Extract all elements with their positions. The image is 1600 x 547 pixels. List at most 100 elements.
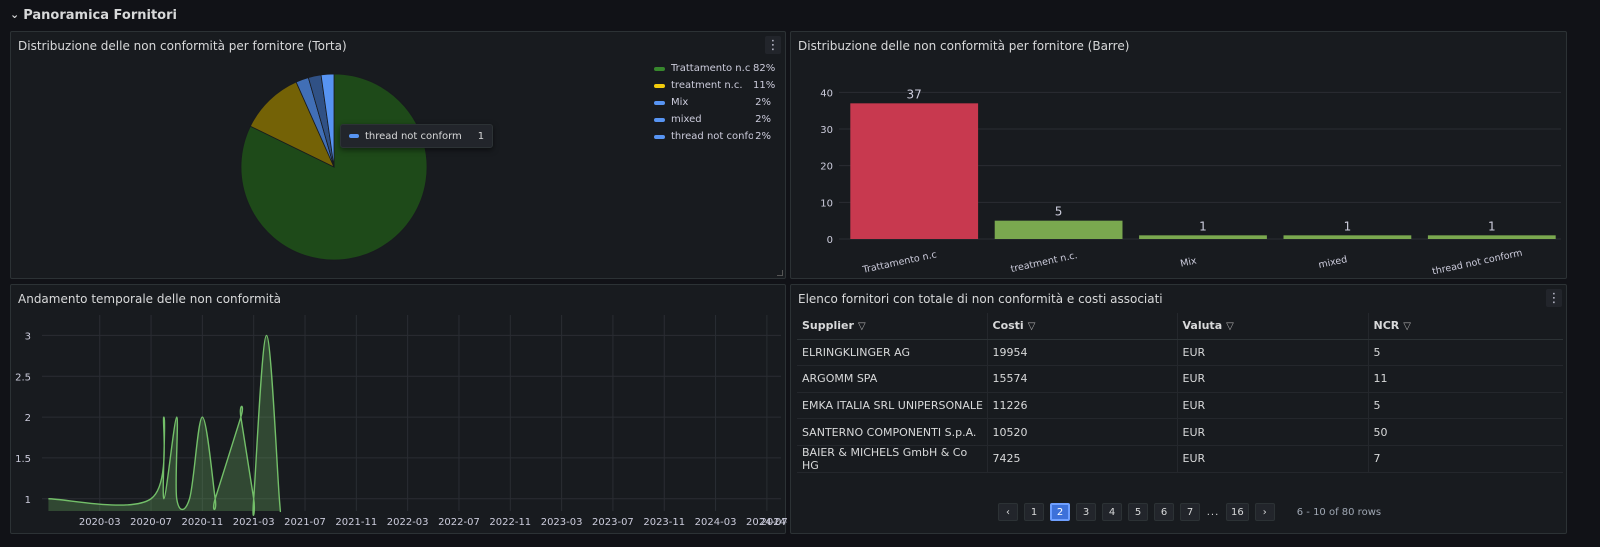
pie-slice[interactable] <box>320 73 335 168</box>
resize-handle-icon[interactable] <box>777 270 783 276</box>
bar[interactable] <box>1139 235 1267 239</box>
y-tick-label: 3 <box>25 331 31 342</box>
legend-label: Mix <box>671 97 689 108</box>
column-header-ncr[interactable]: NCR ▽ <box>1367 313 1563 340</box>
column-header-valuta[interactable]: Valuta ▽ <box>1176 313 1368 340</box>
column-header-supplier[interactable]: Supplier ▽ <box>797 313 987 340</box>
legend-percent: 2% <box>755 97 771 108</box>
column-label: NCR <box>1373 319 1400 333</box>
line-chart[interactable]: 1 1.5 2 2.5 3 2020-03 2020-07 2020-11 2021-03 202… <box>11 285 787 535</box>
x-tick-label: 2022-11 <box>489 517 531 528</box>
filter-icon[interactable]: ▽ <box>1226 321 1234 333</box>
bar[interactable] <box>1283 235 1412 239</box>
bar[interactable] <box>1427 235 1556 239</box>
next-page-button[interactable]: › <box>1254 503 1275 521</box>
page-button-7[interactable]: 7 <box>1180 503 1200 521</box>
pie-chart[interactable] <box>11 32 787 280</box>
cell-ncr: 5 <box>1367 392 1563 420</box>
bar[interactable] <box>850 103 979 239</box>
panel-title: Distribuzione delle non conformità per f… <box>798 39 1130 53</box>
table-row[interactable]: ARGOMM SPA 15574 EUR 11 <box>797 365 1563 393</box>
cell-ncr: 50 <box>1367 418 1563 446</box>
chevron-down-icon[interactable]: ⌄ <box>10 7 20 21</box>
series-line[interactable] <box>48 334 282 516</box>
table-row[interactable]: SANTERNO COMPONENTI S.p.A. 10520 EUR 50 <box>797 418 1563 446</box>
x-tick-label: 2023-11 <box>643 517 685 528</box>
prev-page-button[interactable]: ‹ <box>998 503 1018 521</box>
panel-menu-icon[interactable]: ⋮ <box>1546 289 1562 307</box>
y-tick-label: 2 <box>25 413 31 424</box>
legend-swatch <box>654 66 665 71</box>
tooltip-swatch <box>349 134 359 138</box>
filter-icon[interactable]: ▽ <box>1403 321 1411 333</box>
page-button-6[interactable]: 6 <box>1154 503 1174 521</box>
x-tick-label: Mix <box>1179 255 1198 269</box>
cell-supplier: EMKA ITALIA SRL UNIPERSONALE <box>797 392 987 420</box>
panel-title: Distribuzione delle non conformità per f… <box>18 39 347 53</box>
x-tick-label: 2020-03 <box>79 517 121 528</box>
x-tick-label: 2021-07 <box>284 517 326 528</box>
table-row[interactable]: EMKA ITALIA SRL UNIPERSONALE 11226 EUR 5 <box>797 392 1563 420</box>
cell-supplier: ELRINGKLINGER AG <box>797 339 987 367</box>
y-tick-label: 1.5 <box>15 454 31 465</box>
page-button-16[interactable]: 16 <box>1226 503 1249 521</box>
panel-title: Elenco fornitori con totale di non confo… <box>798 292 1163 306</box>
legend-label: mixed <box>671 114 702 125</box>
cell-valuta: EUR <box>1176 365 1368 393</box>
cell-costi: 7425 <box>986 445 1177 473</box>
panel-menu-icon[interactable]: ⋮ <box>765 36 781 54</box>
legend-percent: 2% <box>755 131 771 142</box>
filter-icon[interactable]: ▽ <box>857 321 866 333</box>
bar-value-label: 1 <box>1199 219 1207 233</box>
cell-costi: 11226 <box>986 392 1177 420</box>
cell-supplier: BAIER & MICHELS GmbH & Co HG <box>797 445 987 473</box>
row-header-panoramica[interactable]: ⌄ Panoramica Fornitori <box>10 4 177 26</box>
bar-value-label: 1 <box>1488 219 1496 233</box>
column-label: Supplier <box>802 319 854 333</box>
page-button-2[interactable]: 2 <box>1050 503 1070 521</box>
page-button-3[interactable]: 3 <box>1076 503 1096 521</box>
x-tick-label: 2024- <box>760 517 787 528</box>
bar[interactable] <box>994 220 1123 239</box>
pie-slice[interactable] <box>249 81 335 168</box>
cell-ncr: 11 <box>1367 365 1563 393</box>
cell-valuta: EUR <box>1176 339 1368 367</box>
legend-swatch <box>654 100 665 105</box>
page-button-1[interactable]: 1 <box>1024 503 1044 521</box>
cell-ncr: 7 <box>1367 445 1563 473</box>
x-tick-label: mixed <box>1318 254 1349 271</box>
y-tick-label: 30 <box>820 125 833 136</box>
bar-chart-panel: Distribuzione delle non conformità per f… <box>790 31 1567 279</box>
column-header-costi[interactable]: Costi ▽ <box>986 313 1177 340</box>
legend-item[interactable]: thread not conform2% <box>654 128 771 145</box>
legend-swatch <box>654 134 665 139</box>
x-tick-label: 2022-03 <box>387 517 429 528</box>
bar-chart[interactable]: 0 10 20 30 40 37 Trattamento n.c 5 treatment n.c… <box>791 32 1568 280</box>
tooltip-value: 1 <box>477 130 485 142</box>
table-row[interactable]: BAIER & MICHELS GmbH & Co HG 7425 EUR 7 <box>797 445 1563 473</box>
legend-item[interactable]: mixed 2% <box>654 111 771 128</box>
legend-item[interactable]: Trattamento n.c 82% <box>654 60 776 77</box>
legend-swatch <box>654 83 665 88</box>
supplier-table: Supplier ▽ Costi ▽ Valuta ▽ NCR ▽ ELRINGKLIN… <box>797 313 1563 473</box>
pagination: ‹ 1 2 3 4 5 6 7 ... 16 › 6 - 10 of 80 ro… <box>998 503 1381 521</box>
page-button-5[interactable]: 5 <box>1128 503 1148 521</box>
y-tick-label: 20 <box>820 162 833 173</box>
legend-item[interactable]: Mix 2% <box>654 94 771 111</box>
cell-supplier: SANTERNO COMPONENTI S.p.A. <box>797 418 987 446</box>
legend-percent: 82% <box>753 63 776 74</box>
y-tick-label: 0 <box>827 235 833 246</box>
x-tick-label: 2023-03 <box>541 517 583 528</box>
timeseries-panel: Andamento temporale delle non conformità… <box>10 284 787 535</box>
table-row[interactable]: ELRINGKLINGER AG 19954 EUR 5 <box>797 339 1563 367</box>
page-button-4[interactable]: 4 <box>1102 503 1122 521</box>
legend-label: treatment n.c. <box>671 80 743 91</box>
y-tick-label: 40 <box>820 88 833 99</box>
rows-info: 6 - 10 of 80 rows <box>1296 506 1382 518</box>
x-tick-label: 2020-07 <box>130 517 172 528</box>
bar-value-label: 37 <box>907 87 922 101</box>
filter-icon[interactable]: ▽ <box>1027 321 1036 333</box>
legend-item[interactable]: treatment n.c. 11% <box>654 77 775 94</box>
x-tick-label: 2020-11 <box>181 517 223 528</box>
column-label: Costi <box>992 319 1024 333</box>
